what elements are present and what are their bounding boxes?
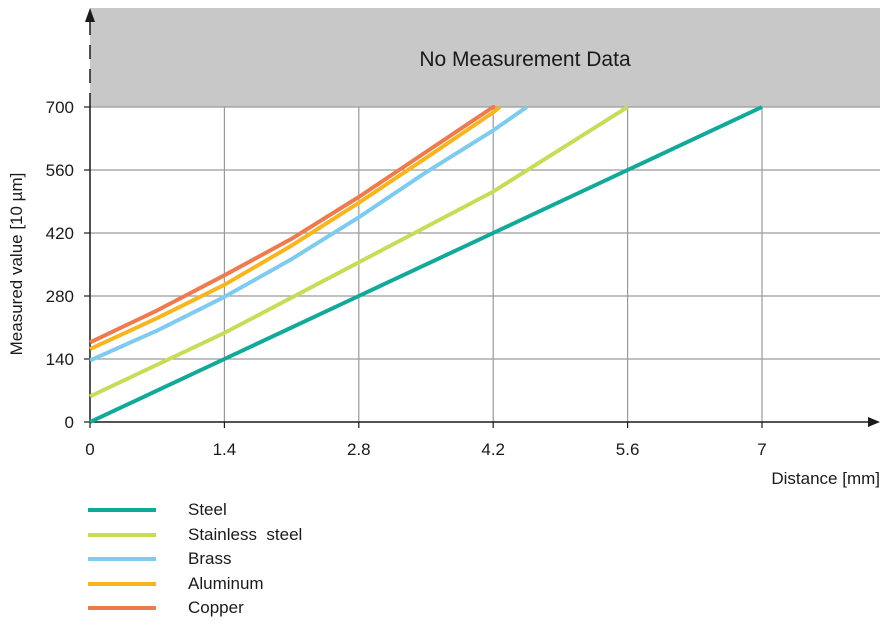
y-tick-label: 280 — [46, 287, 74, 306]
x-tick-label: 4.2 — [481, 440, 505, 459]
legend-swatch — [88, 557, 156, 562]
legend-item: Copper — [88, 596, 302, 621]
x-tick-label: 7 — [757, 440, 766, 459]
series-line-stainless-steel — [89, 105, 629, 399]
x-axis-title: Distance [mm] — [771, 469, 880, 488]
x-tick-label: 5.6 — [616, 440, 640, 459]
x-tick-label: 2.8 — [347, 440, 371, 459]
y-tick-label: 420 — [46, 224, 74, 243]
series-line-copper — [89, 105, 496, 345]
legend-label: Brass — [188, 549, 232, 569]
no-data-band: No Measurement Data — [90, 8, 880, 107]
x-tick-label: 1.4 — [213, 440, 237, 459]
legend-swatch — [88, 508, 156, 513]
axes — [84, 8, 880, 428]
legend-swatch — [88, 581, 156, 586]
legend-item: Brass — [88, 547, 302, 572]
series-line-steel — [89, 105, 763, 424]
legend-label: Steel — [188, 500, 227, 520]
legend: Steel Stainless steel Brass Aluminum Copper — [88, 498, 302, 621]
legend-item: Aluminum — [88, 572, 302, 597]
no-data-band-rect — [90, 8, 880, 107]
legend-swatch — [88, 532, 156, 537]
no-data-band-label: No Measurement Data — [419, 48, 631, 71]
tick-labels: 0 1.4 2.8 4.2 5.6 7 0 140 280 420 560 700 — [46, 98, 767, 459]
series-line-aluminum — [89, 105, 502, 351]
legend-swatch — [88, 606, 156, 611]
y-axis-title: Measured value [10 µm] — [7, 173, 26, 356]
y-axis-arrow-icon — [85, 8, 95, 22]
chart-plot: No Measurement Data 0 1.4 2.8 4.2 5.6 7 0 140 28… — [7, 8, 880, 488]
grid — [90, 106, 880, 422]
y-tick-label: 560 — [46, 161, 74, 180]
y-tick-label: 140 — [46, 350, 74, 369]
legend-label: Aluminum — [188, 573, 264, 593]
x-axis-arrow-icon — [868, 417, 880, 427]
legend-label: Stainless steel — [188, 524, 303, 544]
legend-item: Steel — [88, 498, 302, 523]
series-line-brass — [89, 105, 528, 363]
legend-label: Copper — [188, 598, 244, 618]
y-tick-label: 0 — [65, 413, 74, 432]
legend-item: Stainless steel — [88, 523, 302, 548]
y-tick-label: 700 — [46, 98, 74, 117]
series-lines — [89, 105, 763, 424]
x-tick-label: 0 — [85, 440, 94, 459]
